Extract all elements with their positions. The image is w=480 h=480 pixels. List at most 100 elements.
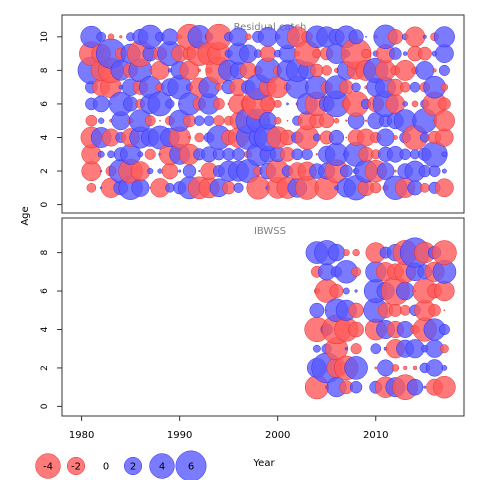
bubble-2017-age-5: [443, 309, 446, 312]
bubble-2011-age-4: [376, 128, 395, 147]
bubble-2016-age-2: [425, 359, 444, 377]
y-tick-label: 2: [40, 365, 50, 371]
bubble-2001-age-5: [286, 119, 289, 122]
bubble-1982-age-6: [92, 95, 110, 113]
bubble-2013-age-7: [399, 81, 411, 93]
bubble-2007-age-7: [339, 79, 354, 95]
bubble-2013-age-3: [399, 148, 411, 160]
legend-label: 6: [188, 462, 194, 473]
bubble-2014-age-7: [409, 81, 421, 93]
bubble-2008-age-7: [351, 82, 361, 92]
bubble-1982-age-10: [96, 31, 107, 42]
bubble-1996-age-10: [229, 27, 248, 47]
bubble-2013-age-2: [403, 365, 408, 370]
bubble-2000-age-5: [274, 117, 282, 125]
bubble-2014-age-1: [406, 378, 424, 396]
bubble-2017-age-3: [441, 151, 448, 158]
bubble-2007-age-3: [344, 347, 348, 351]
legend-bubble-6: [175, 450, 207, 480]
bubble-1988-age-2: [157, 168, 163, 174]
bubble-1992-age-4: [194, 132, 205, 143]
bubble-2017-age-1: [435, 178, 454, 198]
bubble-2008-age-8: [352, 249, 360, 257]
bubble-2004-age-3: [315, 153, 319, 156]
bubble-1992-age-8: [197, 68, 201, 73]
bubble-1995-age-1: [222, 181, 236, 195]
legend-bubble-4: [149, 453, 175, 479]
bubble-2007-age-6: [342, 287, 350, 295]
panel-residual-catch-frame: [61, 14, 465, 214]
bubble-1999-age-9: [259, 45, 276, 62]
y-tick-label: 8: [40, 67, 50, 73]
bubble-2010-age-1: [370, 182, 382, 194]
bubble-1984-age-10: [119, 35, 123, 39]
y-tick-label: 10: [40, 31, 50, 43]
bubble-2017-age-4: [435, 128, 454, 147]
bubble-2016-age-8: [432, 68, 437, 73]
bubble-1986-age-1: [131, 178, 150, 197]
bubble-2012-age-2: [394, 169, 397, 173]
bubble-1983-age-10: [107, 33, 115, 41]
bubbles-residual-catch: [77, 23, 455, 201]
bubble-2017-age-8: [438, 64, 450, 76]
bubble-2009-age-9: [361, 48, 371, 59]
bubble-2013-age-5: [399, 304, 411, 316]
x-tick-label: 1990: [167, 430, 192, 441]
bubble-1982-age-2: [100, 170, 103, 173]
bubble-2008-age-10: [348, 29, 364, 45]
bubble-1986-age-3: [137, 151, 144, 158]
bubble-2008-age-6: [354, 289, 358, 293]
bubble-2009-age-10: [365, 35, 367, 38]
bubble-2010-age-3: [370, 343, 382, 355]
bubble-2013-age-9: [402, 51, 408, 56]
panel-ibwss-frame: [61, 217, 465, 417]
bubble-1989-age-1: [165, 183, 175, 193]
bubble-2017-age-4: [438, 323, 450, 336]
bubble-2005-age-8: [321, 65, 332, 76]
x-tick-label: 2000: [265, 430, 290, 441]
bubble-1988-age-5: [159, 119, 161, 122]
bubble-1989-age-10: [161, 28, 179, 46]
bubble-2006-age-6: [329, 284, 344, 298]
legend: -4 -2 0 2 4 6: [35, 450, 207, 480]
bubble-2008-age-2: [344, 356, 368, 380]
y-tick-label: 6: [40, 288, 50, 294]
bubble-1990-age-2: [178, 169, 182, 173]
bubble-1994-age-7: [215, 83, 223, 91]
x-axis: 1980 1990 2000 2010: [69, 416, 388, 441]
bubble-2012-age-10: [387, 29, 404, 45]
bubble-2007-age-4: [345, 136, 348, 139]
bubble-2007-age-2: [339, 164, 353, 178]
bubble-1991-age-2: [182, 164, 197, 178]
y-tick-label: 0: [40, 403, 50, 409]
bubble-2011-age-2: [377, 359, 395, 377]
bubble-2017-age-2: [441, 365, 448, 371]
legend-label: 4: [159, 462, 165, 473]
bubble-2008-age-4: [348, 321, 364, 338]
bubble-2012-age-5: [388, 303, 402, 317]
bubble-1997-age-10: [245, 33, 252, 41]
bubble-2015-age-1: [419, 182, 430, 193]
bubble-1999-age-5: [259, 111, 277, 130]
bubble-2017-age-10: [433, 26, 455, 48]
legend-label: 0: [103, 462, 109, 473]
legend-label: -4: [43, 462, 53, 473]
bubble-2006-age-4: [328, 129, 345, 146]
bubble-1987-age-5: [144, 115, 156, 127]
bubble-1987-age-3: [144, 148, 156, 160]
bubble-2017-age-8: [432, 240, 457, 265]
bubble-2007-age-8: [342, 249, 350, 256]
bubbles-ibwss: [304, 237, 457, 400]
bubble-2007-age-5: [345, 119, 348, 122]
bubble-1989-age-2: [161, 162, 179, 180]
bubble-2006-age-8: [327, 243, 346, 262]
bubble-2013-age-6: [402, 101, 408, 107]
bubble-1991-age-5: [183, 114, 196, 128]
legend-label: 2: [130, 462, 136, 473]
bubble-2008-age-5: [348, 302, 364, 318]
bubble-2001-age-6: [286, 102, 289, 106]
bubble-2004-age-9: [312, 49, 322, 59]
bubble-2017-age-6: [434, 280, 455, 302]
bubble-1992-age-5: [194, 115, 205, 126]
bubble-2017-age-5: [433, 110, 455, 132]
